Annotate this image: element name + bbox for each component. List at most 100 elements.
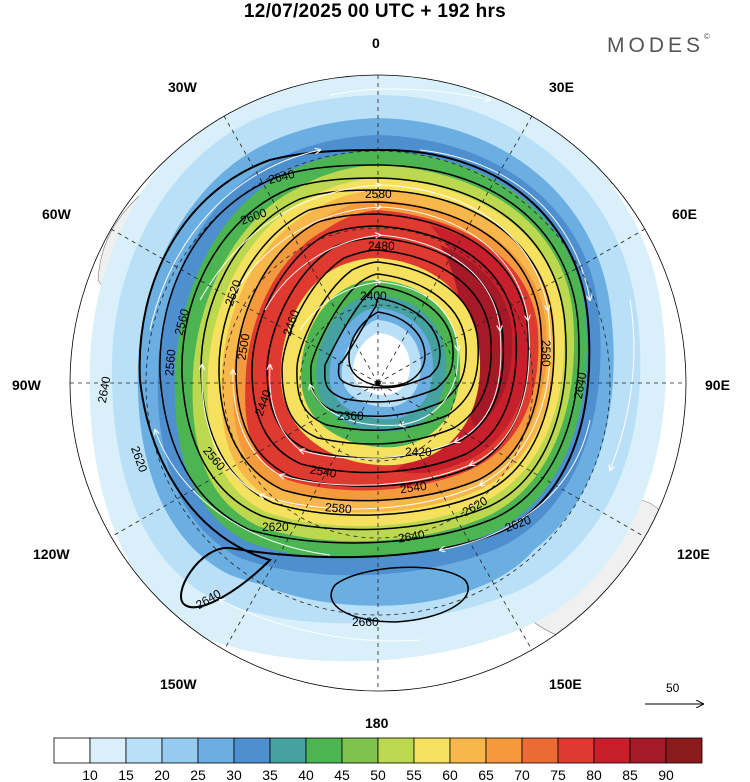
colorbar-tick-label: 75 [550, 767, 566, 782]
colorbar-swatch [377, 737, 415, 764]
contour-label: 2560 [172, 307, 193, 337]
contour-2620 [159, 164, 580, 544]
brand-mark: © [704, 32, 710, 41]
contour-label: 2540 [309, 462, 338, 480]
colorbar-tick-label: 85 [622, 767, 638, 782]
streamline [379, 184, 548, 310]
lon-label-30e: 30E [549, 79, 574, 95]
streamline [220, 600, 421, 642]
reference-vector-label: 50 [666, 681, 680, 695]
contour-2500 [266, 237, 505, 459]
contour-label: 2580 [539, 340, 553, 367]
contour-2580 [200, 189, 555, 516]
streamline [264, 235, 380, 311]
streamline [379, 206, 528, 320]
contour-labels: 2640 2580 2600 2480 2400 2560 2520 2500 … [95, 167, 589, 629]
colorbar-tick-label: 50 [370, 767, 386, 782]
streamline [202, 365, 261, 496]
meridian-30 [223, 115, 533, 651]
land-tasmania [571, 639, 587, 663]
colorbar-swatch [233, 737, 271, 764]
colorbar-swatch [449, 737, 487, 764]
band-tail-lower [200, 540, 540, 606]
colorbar-swatch [665, 737, 703, 764]
streamline [480, 309, 551, 485]
contour-2660 [330, 566, 469, 623]
colorbar-swatch [629, 737, 667, 764]
colorbar: 10 15 20 25 30 35 40 45 50 55 60 65 70 75 80 85 90 [53, 737, 703, 782]
contour-2460 [296, 261, 479, 431]
streamline [310, 385, 401, 426]
colorbar-tick-label: 80 [586, 767, 602, 782]
colorbar-swatch [53, 737, 91, 764]
lon-label-30w: 30W [168, 79, 198, 95]
streamline [419, 149, 590, 300]
chart-title: 12/07/2025 00 UTC + 192 hrs [243, 1, 507, 22]
contour-2560 [218, 201, 543, 502]
streamline [329, 88, 490, 100]
contour-label: 2400 [360, 289, 387, 303]
contour-label: 2580 [365, 187, 392, 201]
longitude-labels: 0 180 90W 90E 30W 30E 60W 60E 120W 120E … [12, 35, 730, 731]
map-border [69, 74, 687, 692]
lon-label-150w: 150W [160, 676, 197, 692]
lon-label-90w: 90W [12, 377, 42, 393]
contour-label: 2640 [267, 167, 297, 187]
colorbar-tick-label: 20 [154, 767, 170, 782]
streamline [379, 281, 458, 350]
contour-label: 2580 [324, 500, 352, 516]
streamline [300, 441, 456, 459]
contour-label: 2360 [337, 409, 364, 423]
lon-label-90e: 90E [705, 377, 730, 393]
contour-2480 [281, 249, 492, 445]
colorbar-tick-label: 45 [334, 767, 350, 782]
south-pole-dot [375, 380, 381, 386]
colorbar-tick-label: 15 [118, 767, 134, 782]
colorbar-swatch [197, 737, 235, 764]
contour-label: 2640 [571, 371, 589, 400]
colorbar-swatch [485, 737, 523, 764]
colorbar-tick-label: 40 [298, 767, 314, 782]
contour-label: 2640 [95, 375, 113, 404]
streamline [455, 329, 502, 442]
colorbar-tick-label: 30 [226, 767, 242, 782]
contour-label: 2620 [262, 520, 289, 534]
colorbar-swatch [305, 737, 343, 764]
colorbar-swatch [89, 737, 127, 764]
brand-text: MODES [607, 34, 705, 57]
meridian-30e [223, 115, 533, 651]
contour-2600 [181, 177, 567, 531]
colorbar-tick-label: 10 [82, 767, 98, 782]
colorbar-swatch [125, 737, 163, 764]
lon-label-60e: 60E [672, 206, 697, 222]
lon-label-60w: 60W [42, 206, 72, 222]
height-contours [138, 148, 591, 623]
streamline [379, 234, 500, 330]
colorbar-swatch [521, 737, 559, 764]
meridian-60e [110, 228, 646, 538]
map-body: 2640 2580 2600 2480 2400 2560 2520 2500 … [70, 75, 686, 691]
contour-label: 2500 [234, 332, 252, 361]
streamline [610, 299, 635, 470]
colorbar-tick-label: 60 [442, 767, 458, 782]
streamline [270, 365, 301, 451]
colorbar-tick-label: 55 [406, 767, 422, 782]
contour-label: 2540 [399, 479, 428, 497]
streamlines [149, 88, 635, 642]
contour-2360 [348, 311, 426, 387]
colorbar-swatch [557, 737, 595, 764]
colorbar-tick-label: 65 [478, 767, 494, 782]
contour-label: 2640 [397, 527, 426, 545]
colorbar-tick-label: 70 [514, 767, 530, 782]
colorbar-swatch [593, 737, 631, 764]
streamline [260, 484, 481, 510]
reference-vector: 50 [645, 681, 703, 704]
brand-logo: MODES© [607, 32, 710, 58]
streamline [149, 150, 320, 331]
streamline [233, 370, 281, 476]
lon-label-150e: 150E [549, 676, 582, 692]
meridian-60 [110, 228, 646, 538]
contour-label: 2480 [368, 239, 395, 253]
streamline [299, 282, 380, 331]
